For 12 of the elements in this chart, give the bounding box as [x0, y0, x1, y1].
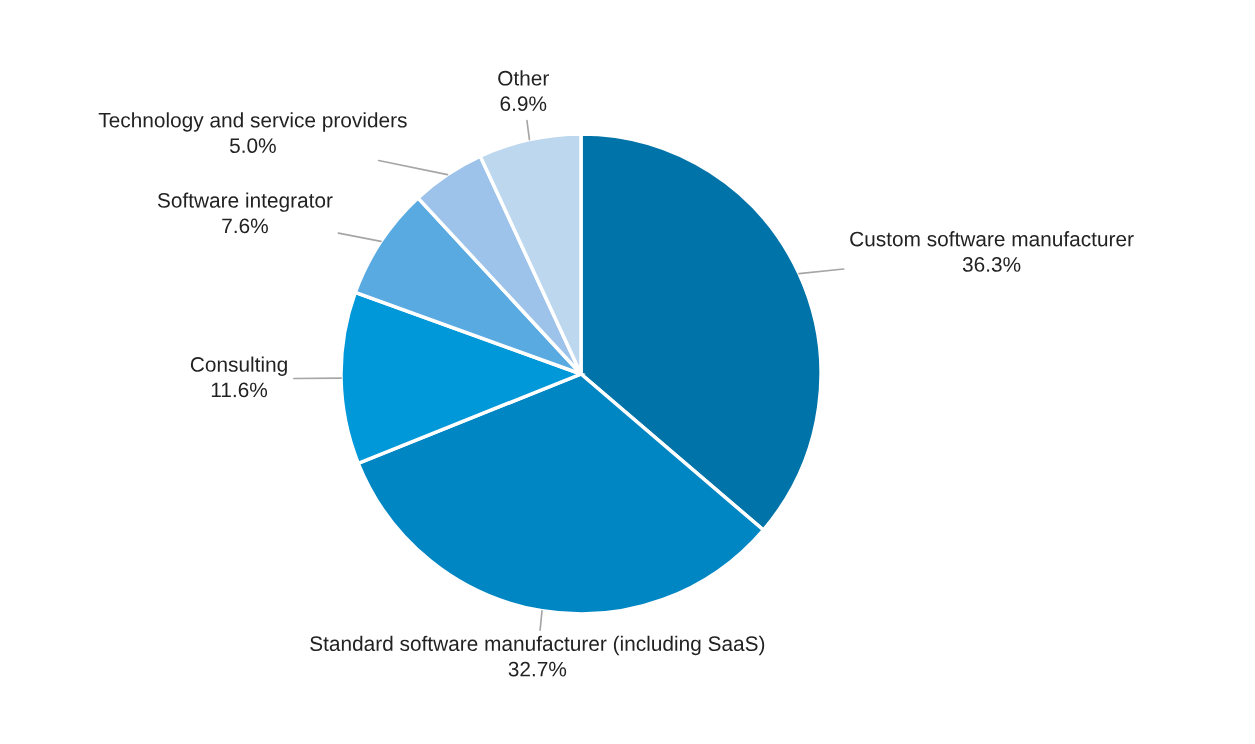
slice-label: Custom software manufacturer	[850, 231, 1134, 247]
data-label: 6.9%	[500, 96, 547, 112]
slice-label: Consulting	[190, 356, 287, 376]
slice-label: Software integrator	[157, 192, 333, 212]
slice-label: Standard software manufacturer (including SaaS)	[310, 635, 765, 656]
data-label: 5.0%	[229, 138, 276, 154]
data-label: 7.6%	[222, 218, 268, 234]
data-label: 36.3%	[962, 257, 1021, 272]
slice-label: Other	[498, 70, 549, 86]
data-label: 11.6%	[211, 382, 268, 398]
slice-label: Technology and service providers	[98, 112, 407, 132]
data-label: 32.7%	[508, 661, 567, 677]
